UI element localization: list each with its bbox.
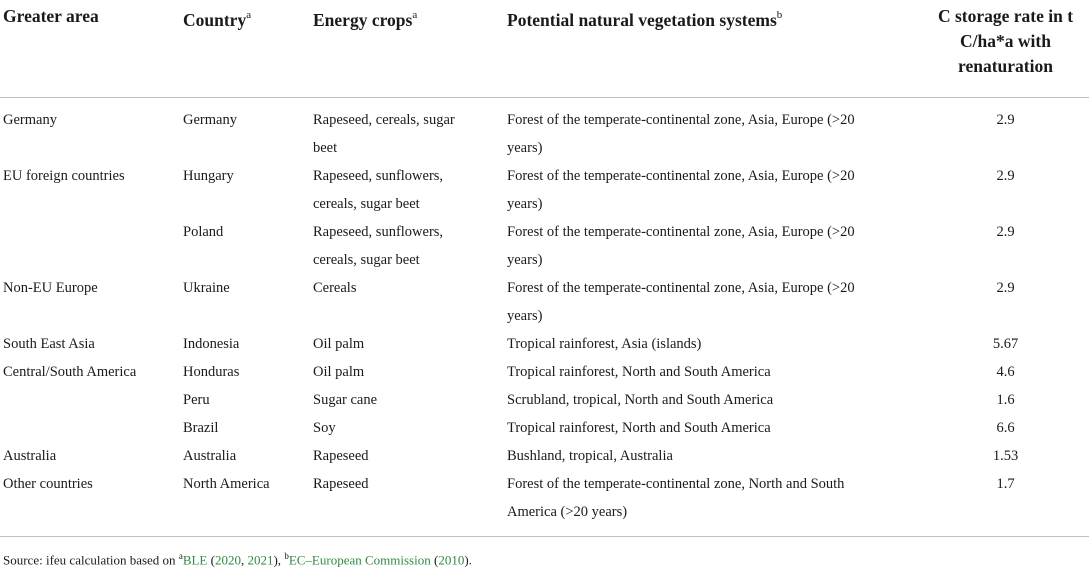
cell-country: Indonesia [183, 336, 240, 352]
source-note: Source: ifeu calculation based on aBLE (… [3, 551, 472, 568]
cell-energy-crops: Rapeseed, sunflowers, cereals, sugar beet [313, 224, 444, 268]
table-row: Australia Australia Rapeseed Bushland, t… [0, 442, 1089, 470]
cell-c-storage-rate: 4.6 [996, 364, 1015, 380]
table-row: Peru Sugar cane Scrubland, tropical, Nor… [0, 386, 1089, 414]
cell-vegetation: Tropical rainforest, North and South Ame… [507, 364, 771, 380]
ble-2020-link[interactable]: 2020 [214, 552, 241, 568]
cell-country: Peru [183, 392, 210, 408]
cell-c-storage-rate: 2.9 [996, 224, 1015, 240]
cell-greater-area: Central/South America [3, 364, 137, 380]
cell-energy-crops: Rapeseed [313, 476, 369, 492]
cell-c-storage-rate: 2.9 [996, 112, 1015, 128]
cell-country: Poland [183, 224, 224, 240]
ble-reference-link[interactable]: BLE [182, 552, 208, 568]
cell-greater-area [0, 218, 183, 274]
ble-2021-link[interactable]: 2021 [247, 552, 274, 568]
table-row: Poland Rapeseed, sunflowers, cereals, sug… [0, 218, 1089, 274]
cell-greater-area: EU foreign countries [3, 168, 125, 184]
cell-vegetation: Scrubland, tropical, North and South Ame… [507, 392, 774, 408]
cell-energy-crops: Sugar cane [313, 392, 378, 408]
cell-vegetation: Forest of the temperate-continental zone… [507, 476, 845, 520]
ec-2010-link[interactable]: 2010 [438, 552, 465, 568]
table-row: South East Asia Indonesia Oil palm Tropi… [0, 330, 1089, 358]
cell-greater-area [0, 386, 183, 414]
table-header-row: Greater area Countrya Energy cropsa Pote… [0, 0, 1089, 98]
header-energy-crops: Energy cropsa [313, 0, 507, 98]
cell-c-storage-rate: 2.9 [996, 280, 1015, 296]
cell-vegetation: Forest of the temperate-continental zone… [507, 280, 855, 324]
table-row: Brazil Soy Tropical rainforest, North an… [0, 414, 1089, 442]
cell-country: Honduras [183, 364, 240, 380]
cell-energy-crops: Soy [313, 420, 336, 436]
cell-greater-area: South East Asia [3, 336, 95, 352]
cell-c-storage-rate: 5.67 [992, 336, 1019, 352]
header-vegetation-systems: Potential natural vegetation systemsb [507, 0, 919, 98]
cell-country: Brazil [183, 420, 219, 436]
cell-energy-crops: Cereals [313, 280, 357, 296]
cell-country: Ukraine [183, 280, 230, 296]
table-bottom-rule [0, 536, 1089, 537]
header-c-storage-rate: C storage rate in t C/ha*a with renatura… [919, 0, 1089, 98]
table-row: Germany Germany Rapeseed, cereals, sugar… [0, 98, 1089, 163]
cell-energy-crops: Rapeseed [313, 448, 369, 464]
cell-vegetation: Forest of the temperate-continental zone… [507, 224, 855, 268]
table-row: Other countries North America Rapeseed F… [0, 470, 1089, 532]
cell-c-storage-rate: 1.6 [996, 392, 1015, 408]
table-row: Non-EU Europe Ukraine Cereals Forest of … [0, 274, 1089, 330]
cell-greater-area: Non-EU Europe [3, 280, 98, 296]
cell-vegetation: Bushland, tropical, Australia [507, 448, 673, 464]
cell-c-storage-rate: 1.53 [992, 448, 1019, 464]
energy-crops-table: Greater area Countrya Energy cropsa Pote… [0, 0, 1089, 532]
cell-energy-crops: Rapeseed, cereals, sugar beet [313, 112, 455, 156]
cell-greater-area: Other countries [3, 476, 93, 492]
header-country: Countrya [183, 0, 313, 98]
cell-c-storage-rate: 1.7 [996, 476, 1015, 492]
header-greater-area: Greater area [0, 0, 183, 98]
cell-c-storage-rate: 2.9 [996, 168, 1015, 184]
cell-vegetation: Forest of the temperate-continental zone… [507, 112, 855, 156]
cell-energy-crops: Oil palm [313, 364, 365, 380]
cell-energy-crops: Oil palm [313, 336, 365, 352]
cell-vegetation: Tropical rainforest, Asia (islands) [507, 336, 702, 352]
cell-country: Australia [183, 448, 237, 464]
cell-country: Hungary [183, 168, 234, 184]
cell-c-storage-rate: 6.6 [996, 420, 1015, 436]
ec-reference-link[interactable]: EC–European Commission [288, 552, 431, 568]
table-row: Central/South America Honduras Oil palm … [0, 358, 1089, 386]
cell-greater-area: Germany [3, 112, 57, 128]
cell-energy-crops: Rapeseed, sunflowers, cereals, sugar beet [313, 168, 444, 212]
cell-vegetation: Forest of the temperate-continental zone… [507, 168, 855, 212]
cell-country: Germany [183, 112, 237, 128]
table-row: EU foreign countries Hungary Rapeseed, s… [0, 162, 1089, 218]
cell-greater-area [0, 414, 183, 442]
cell-greater-area: Australia [3, 448, 57, 464]
cell-country: North America [183, 476, 270, 492]
cell-vegetation: Tropical rainforest, North and South Ame… [507, 420, 771, 436]
